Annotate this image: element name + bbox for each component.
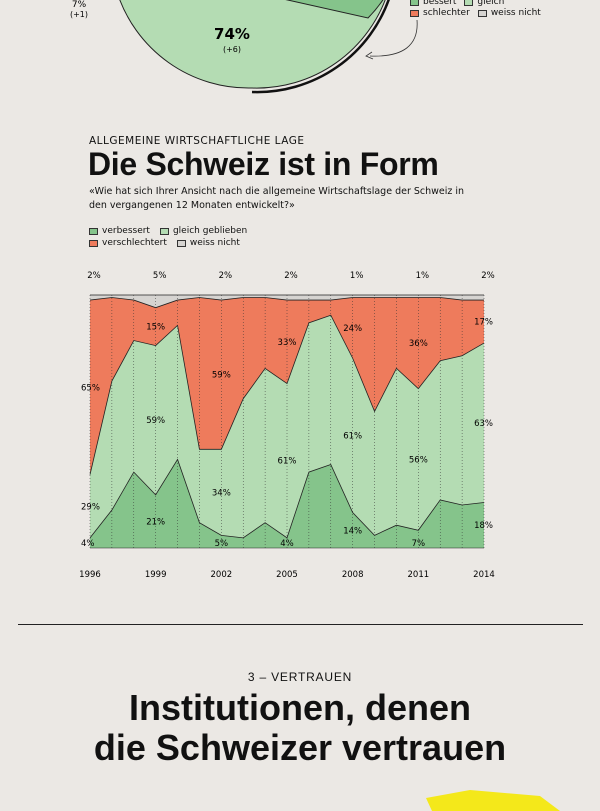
x-tick-label: 2008 — [342, 570, 364, 580]
top-data-label: 2% — [87, 271, 101, 281]
top-data-label: 1% — [416, 271, 430, 281]
legend-swatch — [410, 0, 419, 6]
legend-swatch — [89, 239, 98, 247]
area-verschlechtert — [90, 297, 484, 475]
area-weiss-nicht — [90, 295, 484, 308]
top-data-label: 2% — [219, 271, 233, 281]
legend-swatch — [89, 227, 98, 235]
data-label: 5% — [215, 539, 229, 549]
pie-side-change: (+1) — [70, 10, 88, 19]
data-label: 4% — [280, 539, 294, 549]
data-label: 61% — [343, 431, 362, 441]
pie-legend-gleich: gleich — [464, 0, 504, 8]
legend-item-verschlechtert: verschlechtert — [89, 237, 167, 249]
data-label: 36% — [409, 339, 428, 349]
data-label: 4% — [81, 539, 95, 549]
chart-legend: verbessert gleich geblieben verschlechte… — [89, 225, 247, 249]
x-tick-label: 2002 — [211, 570, 233, 580]
pie-slice-verbessert — [285, 0, 384, 19]
data-label: 65% — [81, 383, 100, 393]
x-tick-label: 1996 — [79, 570, 101, 580]
data-label: 14% — [343, 526, 362, 536]
x-tick-label: 2014 — [473, 570, 495, 580]
legend-item-gleich: gleich geblieben — [159, 225, 248, 237]
section-kicker: 3 – VERTRAUEN — [247, 670, 353, 684]
section-title-line-2: die Schweizer vertrauen — [93, 727, 507, 768]
pie-legend-verbessert: bessert — [410, 0, 456, 8]
pie-legend-label: gleich — [477, 0, 505, 7]
legend-label: verschlechtert — [102, 238, 167, 248]
section-title: Institutionen, denen die Schweizer vertr… — [0, 688, 600, 768]
legend-label: weiss nicht — [189, 238, 240, 248]
top-data-label: 2% — [481, 271, 495, 281]
data-label: 15% — [146, 323, 165, 333]
pie-arrow — [369, 19, 418, 57]
legend-swatch — [464, 0, 474, 6]
legend-swatch — [159, 227, 169, 235]
x-tick-label: 2005 — [276, 570, 298, 580]
legend-label: gleich geblieben — [172, 226, 248, 236]
section-title-line-1: Institutionen, denen — [129, 687, 471, 728]
legend-item-verbessert: verbessert — [89, 225, 150, 237]
area-verbessert — [90, 459, 484, 548]
pie-legend-label: weiss nicht — [490, 8, 541, 18]
legend-swatch — [176, 239, 186, 247]
pie-shadow-arc — [251, 0, 390, 94]
data-label: 24% — [343, 324, 362, 334]
data-label: 34% — [212, 488, 231, 498]
section-divider — [18, 624, 583, 625]
chart-kicker: ALLGEMEINE WIRTSCHAFTLICHE LAGE — [89, 135, 305, 147]
pie-legend: bessert gleich schlechter weiss nicht — [410, 0, 541, 19]
x-tick-label: 2011 — [408, 570, 430, 580]
data-label: 59% — [146, 416, 165, 426]
pie-side-label: 7% — [72, 0, 87, 10]
pie-legend-label: schlechter — [423, 8, 470, 18]
pie-legend-schlechter: schlechter — [410, 8, 470, 19]
pie-chart: 74% (+6) 7% (+1) — [70, 0, 418, 94]
pie-slice-gleich — [119, 0, 386, 89]
data-label: 18% — [474, 521, 493, 531]
legend-swatch — [410, 10, 419, 17]
x-tick-label: 1999 — [145, 570, 167, 580]
pie-main-change: (+6) — [223, 45, 241, 54]
pie-main-label: 74% — [214, 25, 250, 43]
data-label: 17% — [474, 318, 493, 328]
legend-label: verbessert — [102, 226, 150, 236]
top-data-label: 5% — [153, 271, 167, 281]
boundary-line — [89, 458, 485, 539]
data-label: 63% — [474, 419, 493, 429]
chart-question: «Wie hat sich Ihrer Ansicht nach die all… — [89, 186, 465, 211]
data-label: 61% — [278, 457, 297, 467]
area-gleich-geblieben — [90, 315, 484, 538]
top-data-label: 2% — [284, 271, 298, 281]
data-label: 33% — [278, 338, 297, 348]
pie-legend-label: bessert — [423, 0, 457, 7]
pie-legend-weiss-nicht: weiss nicht — [477, 8, 541, 19]
data-label: 7% — [412, 539, 426, 549]
data-label: 59% — [212, 371, 231, 381]
stacked-area-chart: 1996 1999 2002 2005 2008 2011 2014 2% 5% 2% 2% 1% 1%… — [79, 271, 495, 580]
top-data-label: 1% — [350, 271, 364, 281]
pie-arrow-head — [365, 51, 374, 60]
data-label: 21% — [146, 517, 165, 527]
data-label: 29% — [81, 502, 100, 512]
data-label: 56% — [409, 455, 428, 465]
legend-item-weiss-nicht: weiss nicht — [176, 237, 240, 249]
chart-title: Die Schweiz ist in Form — [88, 146, 439, 182]
legend-swatch — [477, 10, 487, 17]
